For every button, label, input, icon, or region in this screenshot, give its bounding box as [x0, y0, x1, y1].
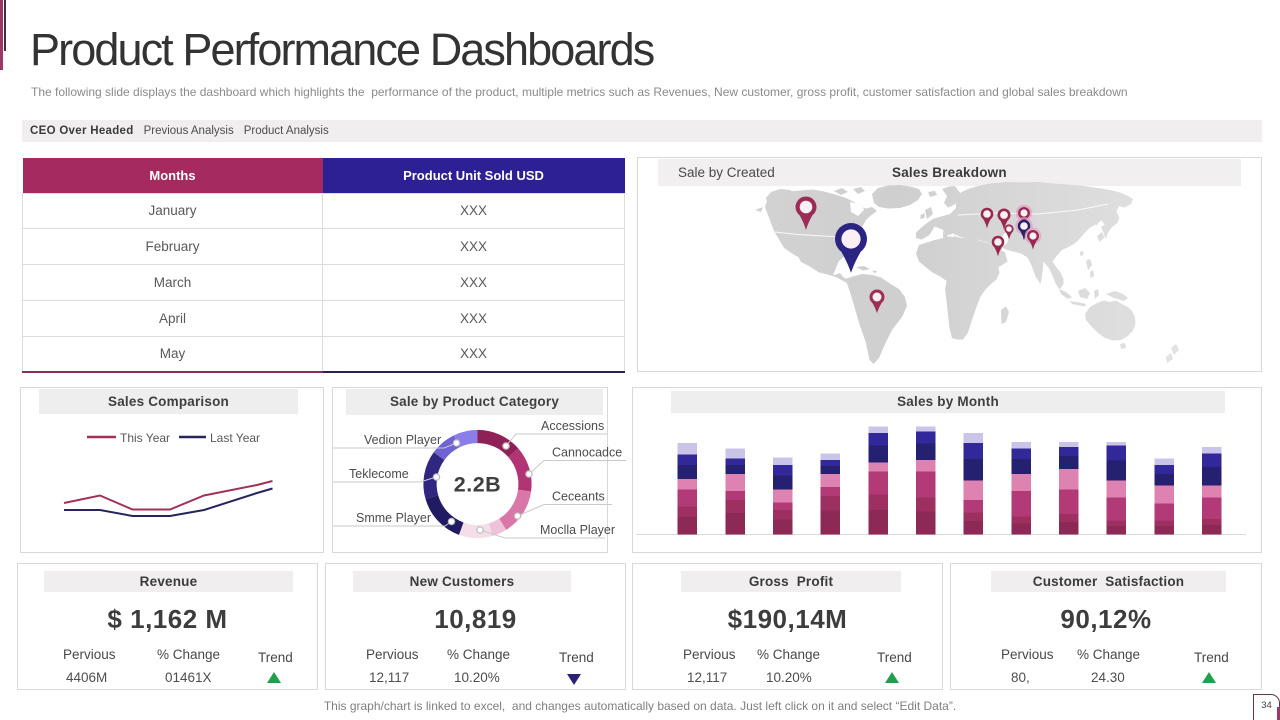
- svg-text:Last Year: Last Year: [210, 431, 260, 445]
- svg-text:2.2B: 2.2B: [454, 473, 501, 497]
- svg-text:Vedion Player: Vedion Player: [364, 433, 441, 447]
- svg-text:Moclla Player: Moclla Player: [540, 523, 615, 537]
- svg-text:Ceceants: Ceceants: [552, 490, 605, 504]
- svg-text:Accessions: Accessions: [541, 419, 604, 433]
- svg-text:Teklecome: Teklecome: [349, 467, 409, 481]
- svg-text:Cannocadce: Cannocadce: [552, 446, 622, 460]
- svg-text:This Year: This Year: [120, 431, 170, 445]
- svg-text:Smme Player: Smme Player: [356, 511, 431, 525]
